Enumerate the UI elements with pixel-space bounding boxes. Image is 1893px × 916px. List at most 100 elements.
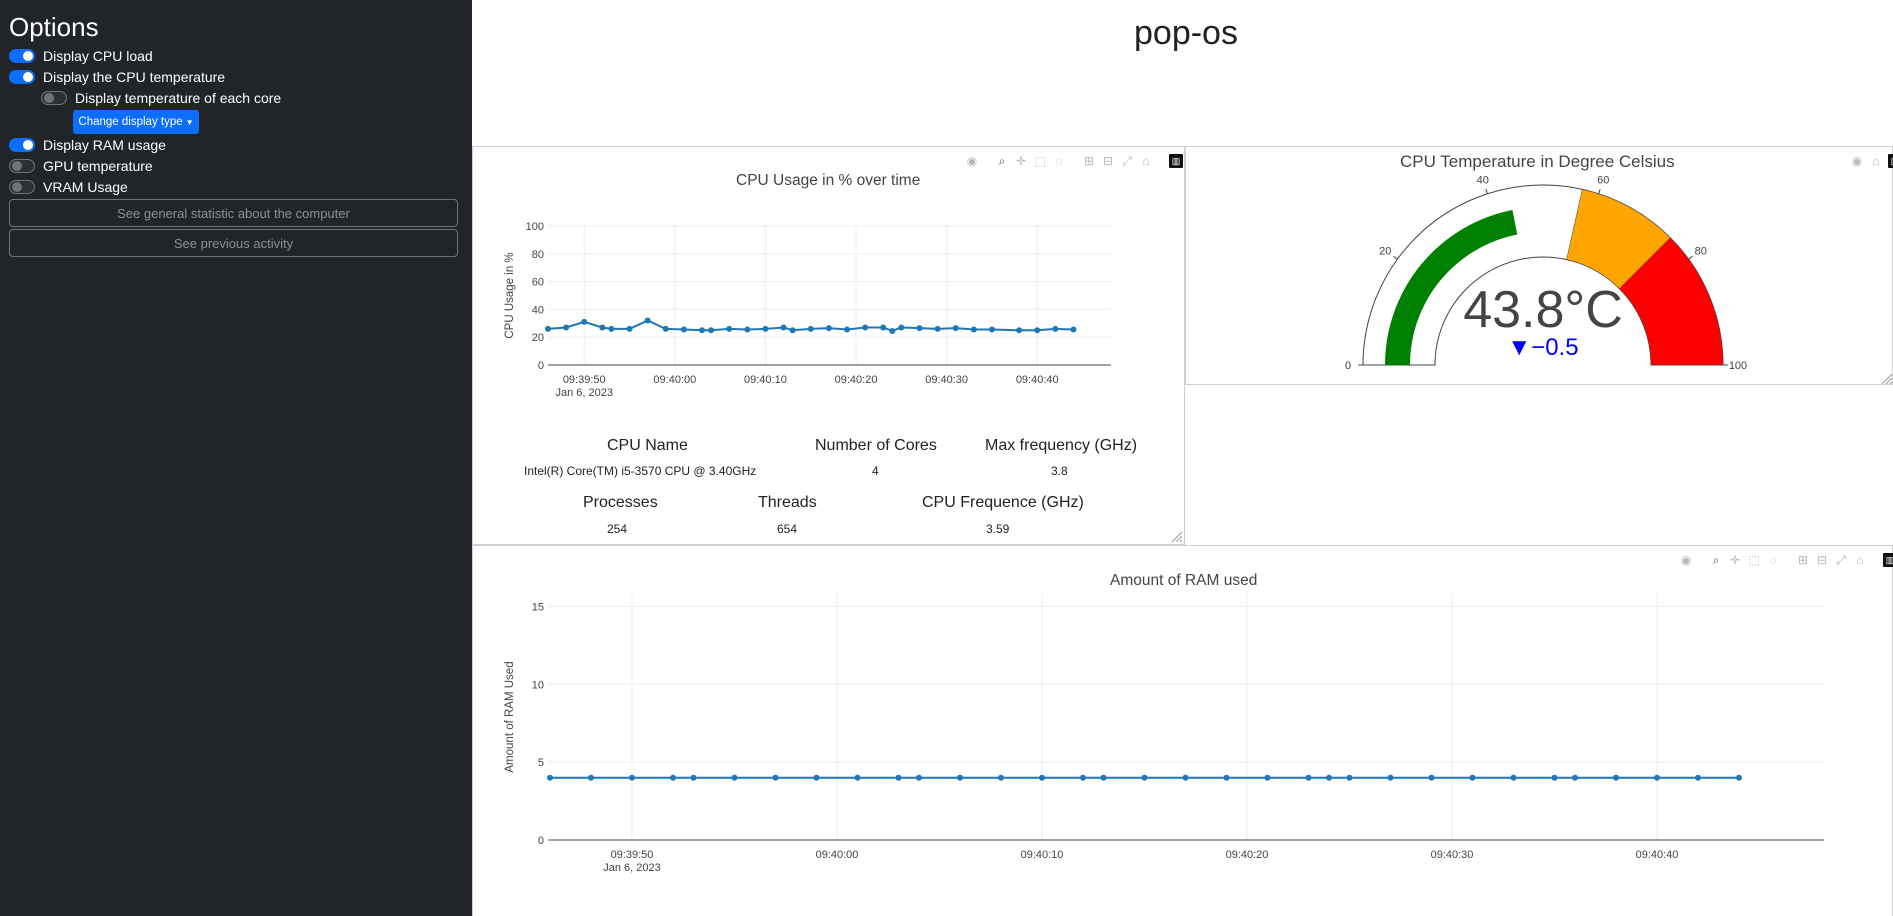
cpu-name-header: CPU Name xyxy=(607,437,688,454)
data-point xyxy=(563,324,570,331)
resize-handle-icon[interactable] xyxy=(1882,374,1892,384)
camera-icon[interactable]: ◉ xyxy=(1680,553,1692,567)
data-point xyxy=(708,327,715,334)
data-point xyxy=(854,774,861,781)
data-point xyxy=(1736,774,1742,781)
x-tick-label: 09:40:30 xyxy=(925,374,968,386)
lasso-icon[interactable]: ◌ xyxy=(1769,553,1777,567)
gauge-tick xyxy=(1485,188,1488,194)
cpu-usage-panel: ◉ ⌕ ✛ ⬚ ◌ ⊞ ⊟ ⤢ ⌂ ▥ CPU Usage in % over … xyxy=(472,146,1185,545)
general-statistics-button[interactable]: See general statistic about the computer xyxy=(9,199,458,227)
data-point xyxy=(825,325,832,332)
cpu-temperature-gauge[interactable]: 0 20 40 60 80 100 43.8°C▼−0.5 xyxy=(1186,147,1892,384)
ram-usage-switch[interactable] xyxy=(9,138,35,152)
toggle-gpu-temperature[interactable]: GPU temperature xyxy=(9,156,153,176)
data-point xyxy=(1039,774,1045,781)
reset-axes-icon[interactable]: ⌂ xyxy=(1856,553,1864,567)
previous-activity-button[interactable]: See previous activity xyxy=(9,229,458,257)
autoscale-icon[interactable]: ⤢ xyxy=(1122,154,1132,168)
lasso-icon[interactable]: ◌ xyxy=(1055,154,1063,168)
cpu-temperature-switch[interactable] xyxy=(9,70,35,84)
data-point xyxy=(1100,774,1107,781)
data-point xyxy=(843,326,850,333)
y-tick-label: 100 xyxy=(526,221,544,233)
data-point xyxy=(916,774,922,781)
page-title: pop-os xyxy=(1134,14,1238,52)
camera-icon[interactable]: ◉ xyxy=(1851,154,1863,168)
data-point xyxy=(629,774,635,781)
gauge-value-text: 43.8°C xyxy=(1463,281,1623,339)
data-point xyxy=(1182,774,1189,781)
plotly-logo-icon[interactable]: ▥ xyxy=(1883,553,1893,567)
ram-usage-panel: ◉ ⌕ ✛ ⬚ ◌ ⊞ ⊟ ⤢ ⌂ ▥ Amount of RAM used 1… xyxy=(472,545,1893,916)
data-point xyxy=(670,774,676,781)
zoom-out-icon[interactable]: ⊟ xyxy=(1102,154,1114,168)
toggle-cpu-load[interactable]: Display CPU load xyxy=(9,46,153,66)
data-point xyxy=(934,325,941,332)
plotly-logo-icon[interactable]: ▥ xyxy=(1169,154,1183,168)
data-point xyxy=(970,326,977,333)
zoom-icon[interactable]: ⌕ xyxy=(998,154,1006,168)
data-point xyxy=(998,774,1004,781)
data-point xyxy=(862,324,869,331)
gpu-temperature-switch[interactable] xyxy=(9,159,35,173)
toggle-label: Display temperature of each core xyxy=(75,90,282,106)
gauge-tick-label: 60 xyxy=(1597,175,1609,187)
y-tick-label: 5 xyxy=(538,757,544,769)
series-line xyxy=(547,319,1074,333)
vram-usage-switch[interactable] xyxy=(9,180,35,194)
data-point xyxy=(889,327,896,334)
toggle-cpu-temperature[interactable]: Display the CPU temperature xyxy=(9,67,225,87)
y-axis-title: Amount of RAM Used xyxy=(504,661,516,772)
data-point xyxy=(789,327,796,334)
x-tick-label: 09:40:00 xyxy=(816,849,859,861)
processes-value: 254 xyxy=(607,522,628,536)
data-point xyxy=(1141,774,1148,781)
cpu-load-switch[interactable] xyxy=(9,49,35,63)
toggle-ram-usage[interactable]: Display RAM usage xyxy=(9,135,166,155)
plotly-logo-icon[interactable]: ▥ xyxy=(1888,154,1893,168)
x-date-label: Jan 6, 2023 xyxy=(555,387,613,397)
max-frequency-value: 3.8 xyxy=(1051,464,1068,478)
data-point xyxy=(1469,774,1476,781)
x-tick-label: 09:40:40 xyxy=(1016,374,1059,386)
x-tick-label: 09:40:20 xyxy=(1226,849,1269,861)
change-display-type-dropdown[interactable]: Change display type ▼ xyxy=(73,110,199,134)
toggle-label: Display the CPU temperature xyxy=(43,69,226,85)
pan-icon[interactable]: ✛ xyxy=(1729,553,1741,567)
reset-axes-icon[interactable]: ⌂ xyxy=(1872,154,1880,168)
x-tick-label: 09:40:10 xyxy=(1021,849,1064,861)
data-point xyxy=(690,774,697,781)
y-tick-label: 60 xyxy=(532,277,544,289)
data-point xyxy=(1428,774,1435,781)
data-point xyxy=(880,324,887,331)
cpu-name-value: Intel(R) Core(TM) i5-3570 CPU @ 3.40GHz xyxy=(524,464,757,478)
data-point xyxy=(1572,774,1578,781)
zoom-in-icon[interactable]: ⊞ xyxy=(1083,154,1095,168)
resize-handle-icon[interactable] xyxy=(1172,532,1182,542)
ram-chart-title: Amount of RAM used xyxy=(1110,572,1258,589)
autoscale-icon[interactable]: ⤢ xyxy=(1836,553,1846,567)
zoom-icon[interactable]: ⌕ xyxy=(1712,553,1720,567)
zoom-in-icon[interactable]: ⊞ xyxy=(1797,553,1809,567)
data-point xyxy=(608,325,615,332)
box-select-icon[interactable]: ⬚ xyxy=(1748,553,1760,567)
toggle-core-temperature[interactable]: Display temperature of each core xyxy=(41,88,281,108)
toggle-vram-usage[interactable]: VRAM Usage xyxy=(9,177,128,197)
core-temperature-switch[interactable] xyxy=(41,91,67,105)
y-axis-title: CPU Usage in % xyxy=(504,252,516,338)
data-point xyxy=(1034,327,1041,334)
toggle-label: Display CPU load xyxy=(43,48,153,64)
reset-axes-icon[interactable]: ⌂ xyxy=(1142,154,1150,168)
zoom-out-icon[interactable]: ⊟ xyxy=(1816,553,1828,567)
x-tick-label: 09:39:50 xyxy=(563,374,606,386)
box-select-icon[interactable]: ⬚ xyxy=(1034,154,1046,168)
data-point xyxy=(1326,774,1332,781)
data-point xyxy=(762,325,769,332)
x-tick-label: 09:39:50 xyxy=(611,849,654,861)
pan-icon[interactable]: ✛ xyxy=(1015,154,1027,168)
x-tick-label: 09:40:20 xyxy=(835,374,878,386)
camera-icon[interactable]: ◉ xyxy=(966,154,978,168)
